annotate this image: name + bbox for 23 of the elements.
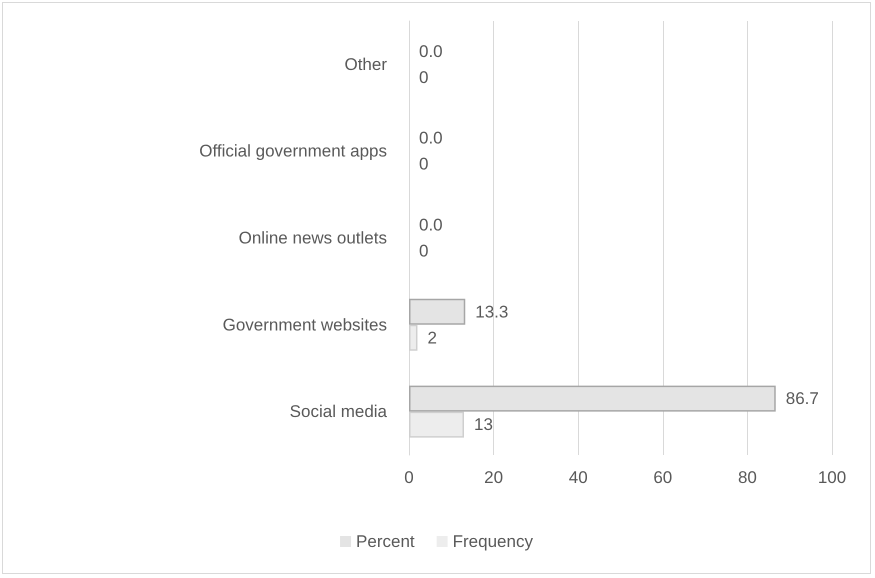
legend-label: Frequency [452,532,534,551]
legend-label: Percent [356,532,415,551]
y-tick-label: Official government apps [199,142,387,161]
y-tick-label: Government websites [222,315,387,334]
x-tick-label: 100 [818,468,846,487]
y-tick-label: Online news outlets [238,228,387,248]
y-tick-label: Other [344,54,388,74]
data-label: 0.0 [419,216,443,234]
data-label: 0.0 [419,128,443,148]
data-label: 0.0 [419,42,443,61]
data-label: 0 [419,242,428,260]
data-label: 0 [419,154,428,174]
x-tick-label: 20 [484,468,504,487]
data-label: 13.3 [475,302,508,322]
x-tick-label: 0 [404,468,414,487]
data-label: 2 [427,328,437,348]
x-tick-label: 40 [568,468,588,487]
x-tick-label: 80 [738,468,757,487]
x-tick-label: 60 [653,468,672,487]
y-tick-label: Social media [290,402,388,422]
data-label: 13 [474,415,493,434]
data-label: 86.7 [786,389,819,408]
data-label: 0 [419,68,428,87]
